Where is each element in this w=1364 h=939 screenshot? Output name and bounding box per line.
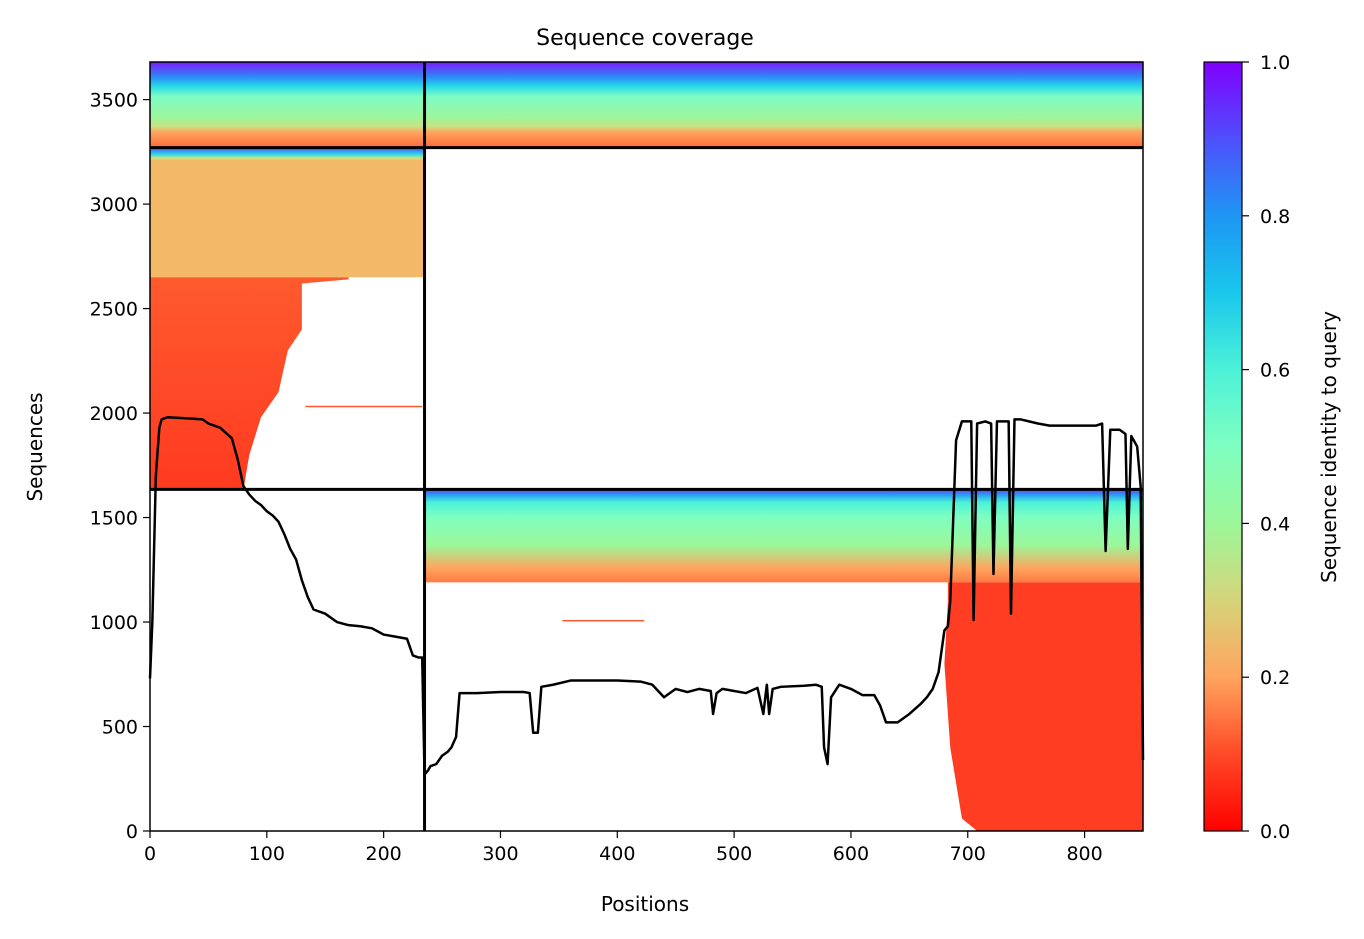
x-tick-label-0: 0 [144, 843, 156, 865]
y-axis: 0 500 1000 1500 2000 2500 3000 3500 [90, 90, 150, 843]
x-tick-label-500: 500 [716, 843, 752, 865]
x-tick-label-100: 100 [249, 843, 285, 865]
colorbar-gradient [1203, 61, 1243, 832]
y-tick-label-3500: 3500 [90, 90, 138, 112]
block-a-upper [150, 147, 425, 278]
colorbar: 0.0 0.2 0.4 0.6 0.8 1.0 Sequence identity to … [1203, 52, 1341, 843]
x-tick-label-600: 600 [833, 843, 869, 865]
block-a-stray [305, 405, 423, 408]
coverage-line [148, 415, 1145, 776]
x-tick-label-400: 400 [599, 843, 635, 865]
y-tick-label-1000: 1000 [90, 612, 138, 634]
cb-tick-label-5: 1.0 [1260, 52, 1290, 74]
y-tick-label-500: 500 [102, 717, 138, 739]
plot-area [148, 61, 1145, 832]
x-axis: 0 100 200 300 400 500 600 700 800 [144, 831, 1103, 865]
cb-tick-label-4: 0.8 [1260, 206, 1290, 228]
x-tick-label-300: 300 [482, 843, 518, 865]
y-tick-label-1500: 1500 [90, 508, 138, 530]
y-axis-label: Sequences [23, 392, 47, 501]
colorbar-ticks: 0.0 0.2 0.4 0.6 0.8 1.0 [1242, 52, 1290, 843]
x-tick-label-200: 200 [366, 843, 402, 865]
block-b-upper [424, 489, 1144, 583]
y-tick-label-2500: 2500 [90, 299, 138, 321]
cb-tick-label-2: 0.4 [1260, 513, 1290, 535]
block-b-stray [562, 619, 645, 622]
y-tick-label-0: 0 [126, 821, 138, 843]
y-tick-label-3000: 3000 [90, 194, 138, 216]
colorbar-label: Sequence identity to query [1317, 311, 1341, 583]
cb-tick-label-1: 0.2 [1260, 667, 1290, 689]
block-top-right [425, 62, 1144, 148]
cb-tick-label-3: 0.6 [1260, 360, 1290, 382]
block-b-lower [944, 582, 1143, 831]
x-tick-label-700: 700 [950, 843, 986, 865]
block-a-lower [150, 277, 349, 490]
block-top-left [150, 62, 424, 148]
x-tick-label-800: 800 [1066, 843, 1102, 865]
plot-frame [149, 61, 1144, 832]
chart-title: Sequence coverage [536, 26, 754, 51]
x-axis-label: Positions [601, 892, 689, 916]
cb-tick-label-0: 0.0 [1260, 821, 1290, 843]
y-tick-label-2000: 2000 [90, 403, 138, 425]
